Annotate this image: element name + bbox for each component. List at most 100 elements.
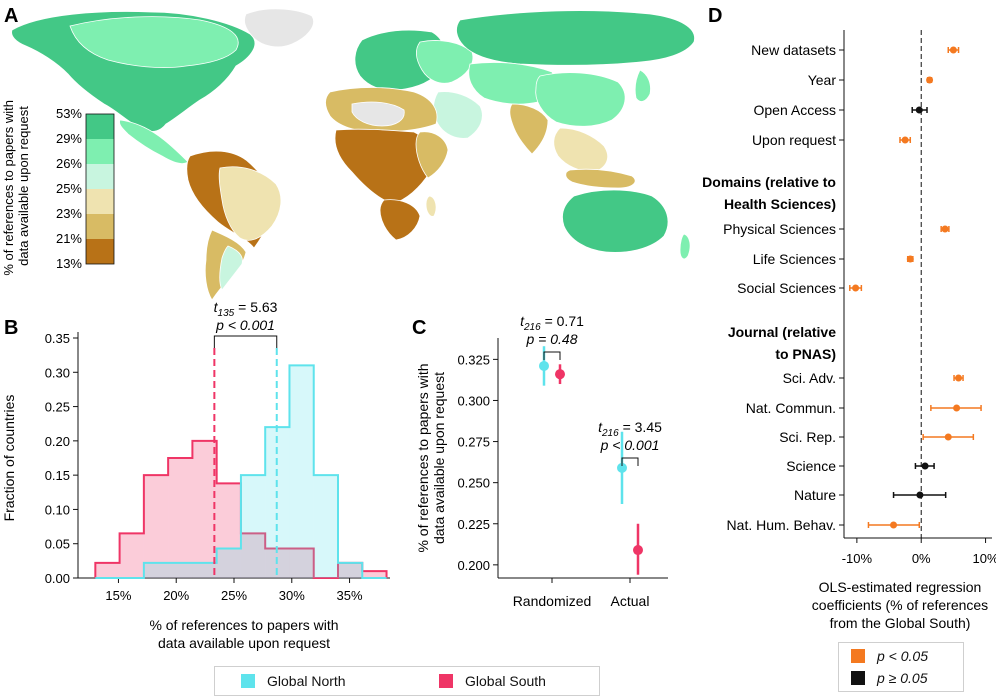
histogram-bar [143,475,169,578]
row-label: Life Sciences [753,251,836,267]
map-colorbar-label-line2: data available upon request [16,106,31,266]
y-tick-label: 0.05 [45,537,70,552]
map-australia [562,189,669,253]
histogram-bar [338,562,363,578]
coefficient-point [915,106,923,114]
group-header: Health Sciences) [724,196,836,212]
x-tick-label: 10% [973,551,996,566]
map-sahara [351,101,405,127]
colorbar-tick-label: 26% [56,156,82,171]
histogram-bar [119,533,144,578]
colorbar-tick-label: 13% [56,256,82,271]
legend-item-not-significant: p ≥ 0.05 [851,670,928,686]
map-china [535,72,626,127]
group-legend: Global North Global South [214,666,600,696]
coefficient-point [852,284,860,292]
x-tick-label: -10% [842,551,873,566]
row-label: Open Access [754,102,837,118]
colorbar-tick-label: 21% [56,231,82,246]
row-label: Nat. Hum. Behav. [727,517,836,533]
row-label: Social Sciences [737,280,836,296]
colorbar-segment [86,189,114,214]
colorbar-segment [86,114,114,139]
x-tick-label: Randomized [513,593,592,609]
y-tick-label: 0.275 [457,435,490,450]
histogram-bar [313,475,338,578]
map-colorbar: 53% 29% 26% 25% 23% 21% 13% [56,106,115,271]
y-tick-label: 0.25 [45,400,70,415]
x-tick-label: 25% [221,588,247,603]
x-axis-title-line1: % of references to papers with [149,617,338,633]
coefficient-point [953,404,961,412]
y-tick-label: 0.200 [457,558,490,573]
map-central-africa [334,128,433,205]
map-greenland [244,8,314,48]
coefficient-point [906,255,914,263]
p-value: p < 0.001 [215,317,275,333]
data-point [633,545,643,556]
colorbar-segment [86,214,114,239]
legend-swatch-north [241,674,255,688]
histogram-bar [192,440,217,578]
row-label: Physical Sciences [723,221,836,237]
legend-label-north: Global North [267,673,346,689]
map-india [509,103,549,155]
y-tick-label: 0.15 [45,468,70,483]
legend-item-global-north: Global North [241,673,346,689]
group-header: Domains (relative to [702,174,836,190]
p-value: p = 0.48 [526,331,578,347]
significance-bracket [621,457,639,466]
row-label: Upon request [752,132,836,148]
x-axis-title-line2: data available upon request [158,635,330,651]
histogram-bar [338,562,363,578]
test-statistic: t216 = 0.71 [520,313,584,333]
group-header: Journal (relative [728,324,836,340]
test-statistic: t135 = 5.63 [214,299,278,319]
y-axis-title-line1: % of references to papers with [415,363,431,552]
legend-label-south: Global South [465,673,546,689]
legend-swatch-significant [851,649,865,663]
y-tick-label: 0.325 [457,352,490,367]
panel-label-d: D [708,5,722,27]
y-tick-label: 0.30 [45,365,70,380]
group-header: to PNAS) [775,346,836,362]
map-east-africa [415,131,449,179]
colorbar-segment [86,239,114,264]
y-tick-label: 0.10 [45,502,70,517]
histogram-bar [240,533,266,578]
panel-label-b: B [4,317,18,339]
panel-label-c: C [412,317,426,339]
x-tick-label: 0% [912,551,931,566]
dotplot-panel: 0.200 0.225 0.250 0.275 0.300 0.325 Randomized… [415,313,668,609]
legend-swatch-not-significant [851,671,865,685]
map-eastern-europe [416,40,474,84]
x-tick-label: 35% [337,588,363,603]
x-axis-title-line: from the Global South) [830,615,971,631]
histogram-bar [289,365,314,578]
coefficient-point [944,433,952,441]
x-tick-label: 15% [105,588,131,603]
map-middle-east [433,91,483,139]
coefficient-point [921,462,929,470]
coefficient-point [941,225,949,233]
x-tick-label: 30% [279,588,305,603]
histogram-bar [216,483,241,578]
coefficient-point [901,136,909,144]
histogram-bar [362,571,387,578]
data-point [539,360,549,371]
row-label: Science [786,458,836,474]
x-axis-title-line: coefficients (% of references [812,597,988,613]
world-map [11,8,695,301]
histogram-bar [192,562,217,578]
map-central-america [119,119,189,164]
y-tick-label: 0.250 [457,476,490,491]
test-statistic: t216 = 3.45 [598,419,662,439]
map-indonesia [565,168,636,189]
colorbar-segment [86,164,114,189]
histogram-panel: 0.00 0.05 0.10 0.15 0.20 0.25 0.30 0.35 15% 20% 25… [1,299,390,651]
legend-item-significant: p < 0.05 [851,648,928,664]
row-label: Sci. Adv. [783,370,836,386]
histogram-bar [143,562,169,578]
map-russia [456,10,695,66]
